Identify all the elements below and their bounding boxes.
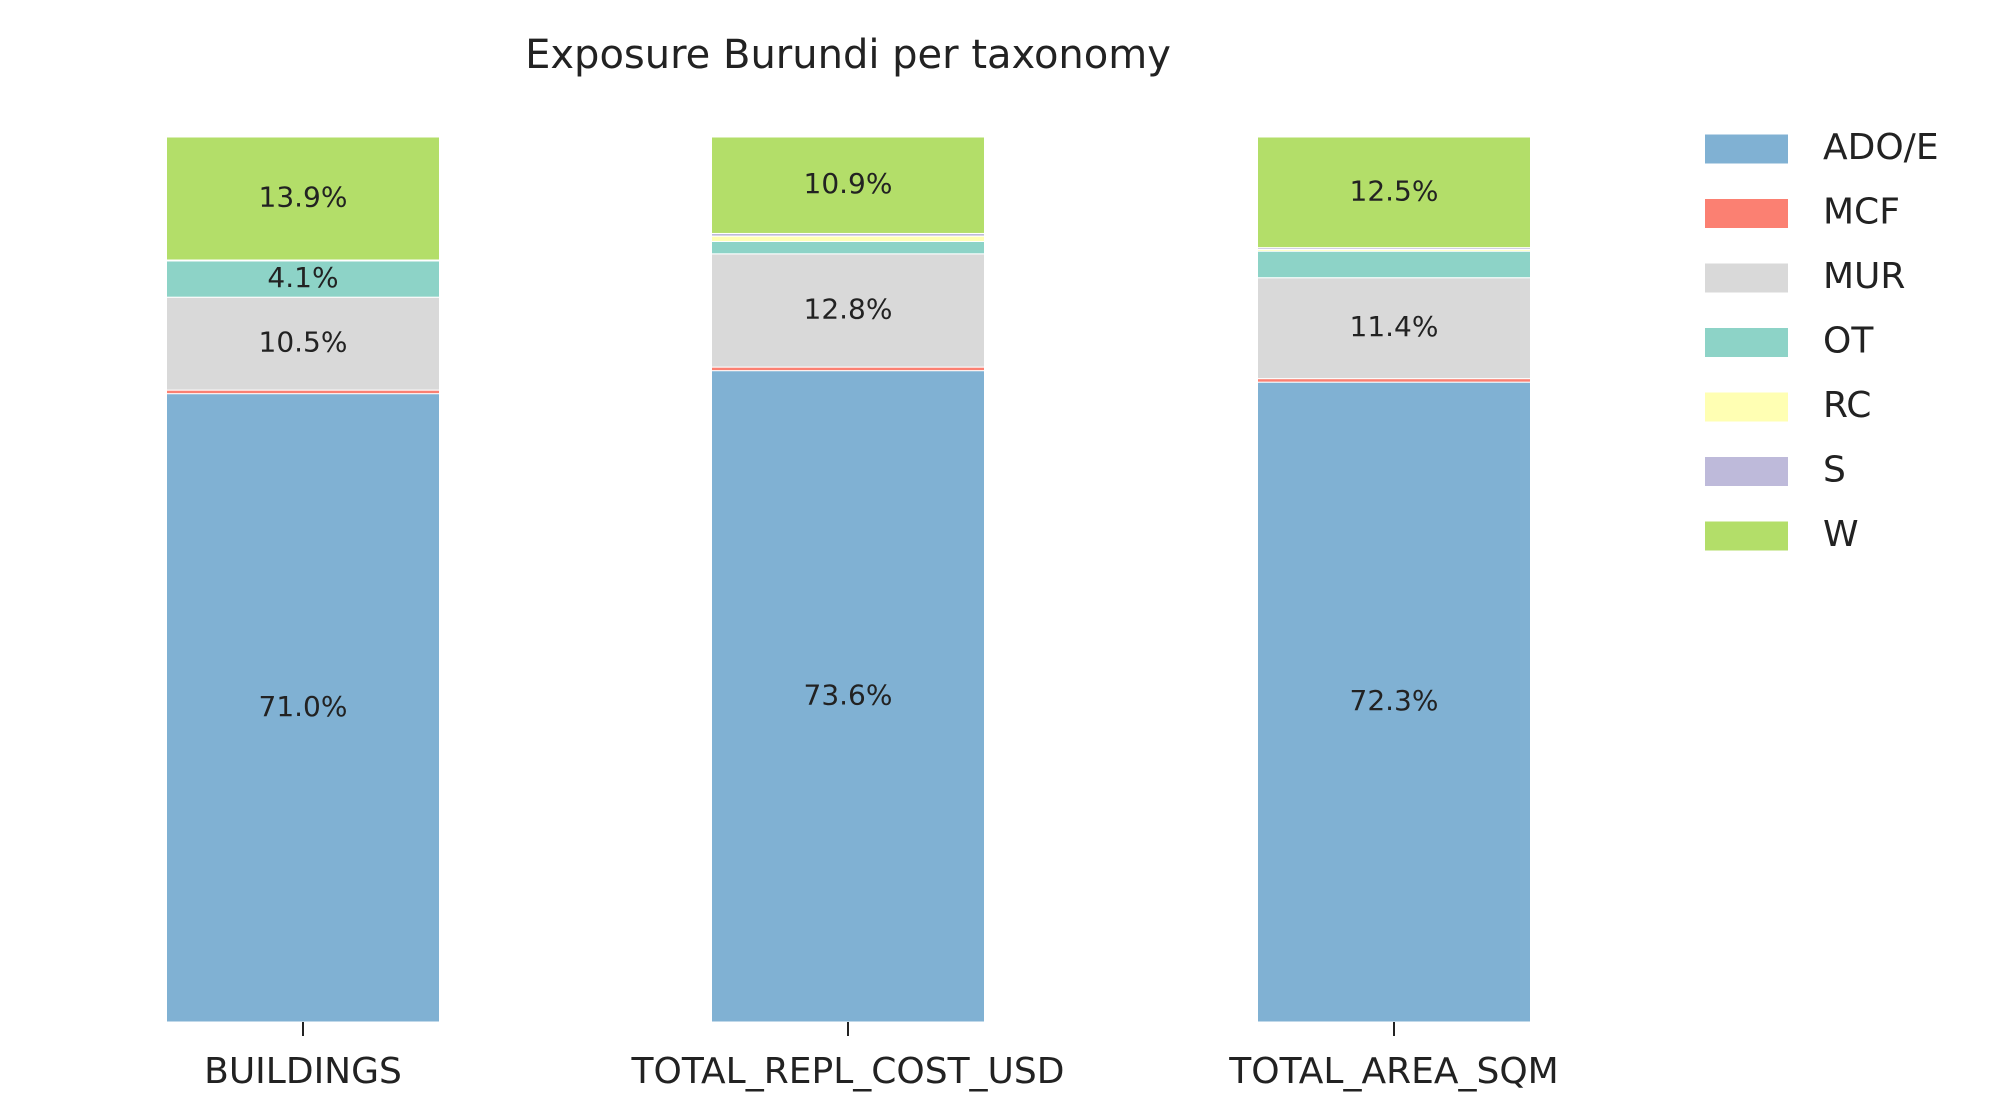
data-label-mur-total-area-sqm: 11.4% [1350, 310, 1439, 343]
legend-swatch-mcf [1705, 199, 1788, 228]
legend-swatch-rc [1705, 392, 1788, 422]
legend-label-ado-e: ADO/E [1823, 127, 1939, 168]
data-label-mur-buildings: 10.5% [259, 326, 348, 359]
x-tick-label-total-repl-cost-usd: TOTAL_REPL_COST_USD [631, 1051, 1065, 1092]
bar-segment-ot-total-repl-cost-usd [711, 240, 985, 255]
legend-swatch-ot [1705, 328, 1788, 357]
bars-group [166, 136, 1531, 1023]
legend-label-w: W [1823, 514, 1859, 555]
bar-segment-mur-total-area-sqm [1257, 277, 1531, 380]
legend-label-s: S [1823, 450, 1846, 491]
bar-segment-mcf-total-repl-cost-usd [711, 366, 985, 372]
legend-swatch-w [1705, 521, 1788, 551]
data-label-ado-e-buildings: 71.0% [259, 690, 348, 723]
data-label-mur-total-repl-cost-usd: 12.8% [804, 292, 893, 325]
bar-segment-w-total-repl-cost-usd [711, 136, 985, 234]
data-label-ado-e-total-repl-cost-usd: 73.6% [804, 678, 893, 711]
data-label-w-total-repl-cost-usd: 10.9% [804, 167, 893, 200]
data-label-w-total-area-sqm: 12.5% [1350, 174, 1439, 207]
bar-segment-mur-buildings [166, 296, 440, 391]
x-tick-label-total-area-sqm: TOTAL_AREA_SQM [1228, 1051, 1558, 1092]
bar-segment-mcf-buildings [166, 389, 440, 395]
legend-swatch-ado-e [1705, 134, 1788, 164]
legend-swatch-s [1705, 457, 1788, 486]
legend-label-ot: OT [1823, 321, 1874, 362]
legend-label-mur: MUR [1823, 256, 1905, 297]
bar-segment-rc-total-repl-cost-usd [711, 235, 985, 242]
bar-segment-w-total-area-sqm [1257, 136, 1531, 249]
chart-title: Exposure Burundi per taxonomy [525, 32, 1171, 78]
bar-segment-ado-e-buildings [166, 393, 440, 1023]
legend: ADO/E MCF MUR OT RC SW [1705, 127, 1939, 555]
bar-segment-mcf-total-area-sqm [1257, 378, 1531, 383]
legend-label-rc: RC [1823, 385, 1871, 426]
data-label-ot-buildings: 4.1% [267, 261, 338, 294]
legend-swatch-mur [1705, 263, 1788, 293]
segment-labels-group: 71.0% 10.5% 4.1% 13.9% 73.6% 12.8% 10.9% 72.3% 1… [259, 167, 1439, 723]
data-label-ado-e-total-area-sqm: 72.3% [1350, 684, 1439, 717]
x-tick-label-buildings: BUILDINGS [204, 1051, 402, 1092]
bar-segment-ot-total-area-sqm [1257, 250, 1531, 279]
x-axis: BUILDINGS TOTAL_REPL_COST_USD TOTAL_AREA_S… [204, 1022, 1559, 1092]
bar-segment-mur-total-repl-cost-usd [711, 253, 985, 368]
data-label-w-buildings: 13.9% [259, 181, 348, 214]
legend-label-mcf: MCF [1823, 192, 1900, 233]
bar-segment-w-buildings [166, 136, 440, 261]
